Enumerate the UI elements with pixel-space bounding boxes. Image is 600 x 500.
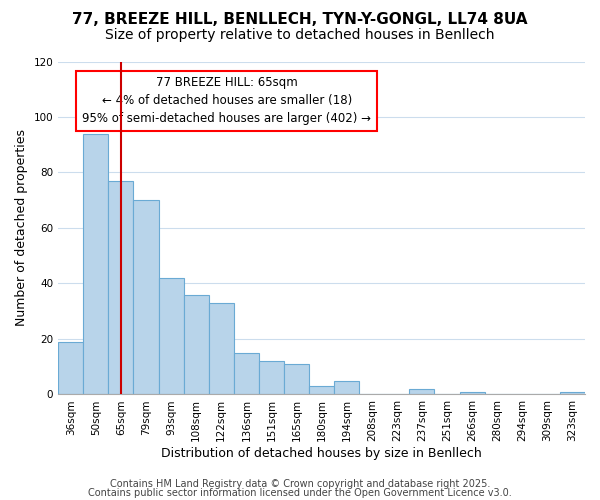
Text: 77, BREEZE HILL, BENLLECH, TYN-Y-GONGL, LL74 8UA: 77, BREEZE HILL, BENLLECH, TYN-Y-GONGL, …	[72, 12, 528, 28]
Bar	[184, 294, 209, 394]
Bar	[209, 303, 234, 394]
Bar	[409, 389, 434, 394]
Bar	[460, 392, 485, 394]
Bar	[234, 353, 259, 395]
Bar	[284, 364, 309, 394]
Y-axis label: Number of detached properties: Number of detached properties	[15, 130, 28, 326]
X-axis label: Distribution of detached houses by size in Benllech: Distribution of detached houses by size …	[161, 447, 482, 460]
Text: Size of property relative to detached houses in Benllech: Size of property relative to detached ho…	[105, 28, 495, 42]
Text: Contains public sector information licensed under the Open Government Licence v3: Contains public sector information licen…	[88, 488, 512, 498]
Bar	[309, 386, 334, 394]
Text: Contains HM Land Registry data © Crown copyright and database right 2025.: Contains HM Land Registry data © Crown c…	[110, 479, 490, 489]
Bar	[259, 361, 284, 394]
Bar	[83, 134, 109, 394]
Bar	[109, 181, 133, 394]
Bar	[158, 278, 184, 394]
Bar	[133, 200, 158, 394]
Text: 77 BREEZE HILL: 65sqm
← 4% of detached houses are smaller (18)
95% of semi-detac: 77 BREEZE HILL: 65sqm ← 4% of detached h…	[82, 76, 371, 126]
Bar	[560, 392, 585, 394]
Bar	[334, 380, 359, 394]
Bar	[58, 342, 83, 394]
